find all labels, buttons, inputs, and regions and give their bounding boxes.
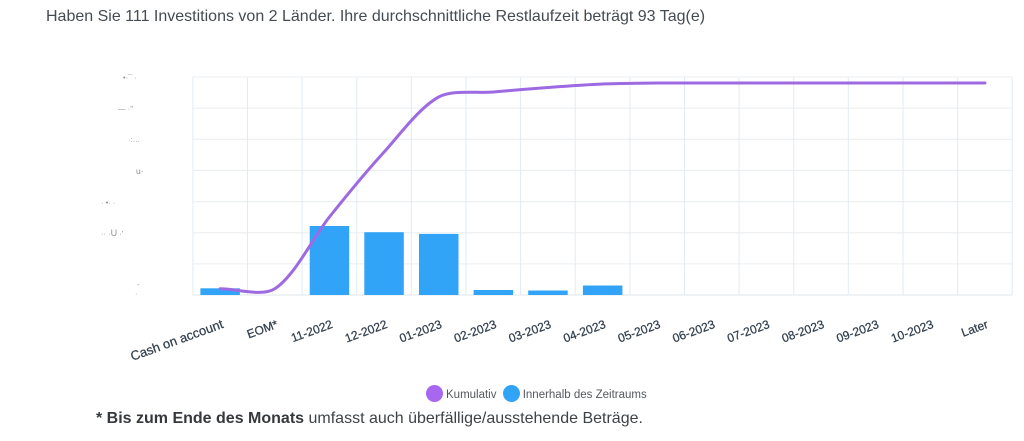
svg-text:— ·’’: — ·’’ <box>118 104 134 113</box>
svg-text:Later: Later <box>959 317 989 340</box>
svg-text:·: · <box>135 289 138 298</box>
svg-text:01-2023: 01-2023 <box>398 317 444 345</box>
svg-text:06-2023: 06-2023 <box>671 317 717 345</box>
svg-text:10-2023: 10-2023 <box>889 317 935 345</box>
svg-text:•­·¯ ·: •­·¯ · <box>123 73 137 82</box>
svg-text:05-2023: 05-2023 <box>616 317 662 345</box>
svg-text:·:…: ·:… <box>128 135 140 144</box>
svg-text:· •· ·: · •· · <box>101 198 115 207</box>
svg-text:-: - <box>137 280 140 289</box>
svg-text:12-2022: 12-2022 <box>343 317 389 345</box>
svg-text:03-2023: 03-2023 <box>507 317 553 345</box>
svg-text:08-2023: 08-2023 <box>780 317 826 345</box>
svg-text:Cash on account: Cash on account <box>128 316 225 364</box>
svg-text:04-2023: 04-2023 <box>561 317 607 345</box>
svg-text:09-2023: 09-2023 <box>834 317 880 345</box>
svg-text:11-2022: 11-2022 <box>289 317 335 345</box>
svg-text:07-2023: 07-2023 <box>725 317 771 345</box>
svg-text:02-2023: 02-2023 <box>452 317 498 345</box>
svg-text:EOM*: EOM* <box>245 317 280 341</box>
svg-text:·· ·U ·’: ·· ·U ·’ <box>101 228 124 238</box>
svg-text:u·: u· <box>136 166 144 176</box>
